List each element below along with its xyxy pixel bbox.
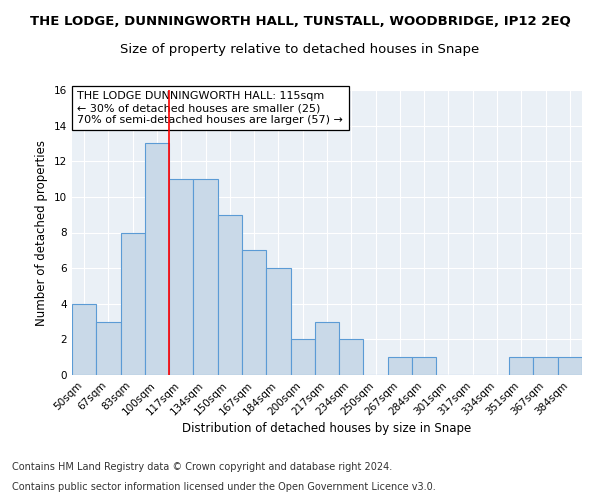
Bar (169, 179, 193, 375)
Bar (290, 340, 315, 375)
Bar (218, 214, 242, 375)
Bar (266, 268, 290, 375)
Bar (509, 357, 533, 375)
Text: THE LODGE, DUNNINGWORTH HALL, TUNSTALL, WOODBRIDGE, IP12 2EQ: THE LODGE, DUNNINGWORTH HALL, TUNSTALL, … (29, 15, 571, 28)
Bar (339, 340, 364, 375)
Bar (242, 250, 266, 375)
Text: Contains public sector information licensed under the Open Government Licence v3: Contains public sector information licen… (12, 482, 436, 492)
Bar (533, 357, 558, 375)
Y-axis label: Number of detached properties: Number of detached properties (35, 140, 49, 326)
Bar (558, 357, 582, 375)
Text: THE LODGE DUNNINGWORTH HALL: 115sqm
← 30% of detached houses are smaller (25)
70: THE LODGE DUNNINGWORTH HALL: 115sqm ← 30… (77, 92, 343, 124)
Bar (72, 304, 96, 375)
Bar (412, 357, 436, 375)
Bar (121, 232, 145, 375)
Bar (193, 179, 218, 375)
Bar (145, 144, 169, 375)
Text: Contains HM Land Registry data © Crown copyright and database right 2024.: Contains HM Land Registry data © Crown c… (12, 462, 392, 472)
Text: Size of property relative to detached houses in Snape: Size of property relative to detached ho… (121, 42, 479, 56)
Bar (388, 357, 412, 375)
Bar (96, 322, 121, 375)
Bar (315, 322, 339, 375)
X-axis label: Distribution of detached houses by size in Snape: Distribution of detached houses by size … (182, 422, 472, 436)
